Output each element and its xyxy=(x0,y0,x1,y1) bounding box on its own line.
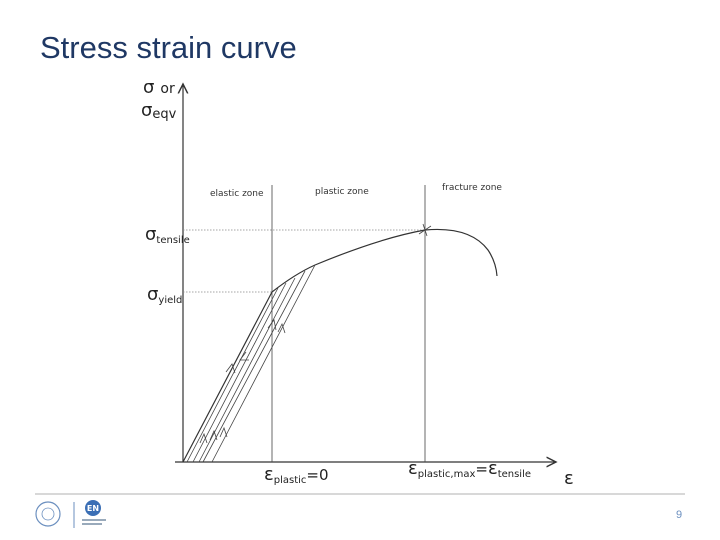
zone-label: elastic zone xyxy=(210,189,264,199)
subscript: yield xyxy=(158,295,182,306)
symbol: σ xyxy=(141,100,152,121)
unloading-lines xyxy=(186,264,316,463)
subscript: tensile xyxy=(498,469,531,480)
subscript: plastic xyxy=(274,475,307,486)
y-axis-label: σeqv xyxy=(141,100,177,122)
logo xyxy=(82,519,106,521)
zone-label: fracture zone xyxy=(442,183,502,193)
stress-strain-curve xyxy=(182,228,498,463)
logo xyxy=(82,523,102,525)
yield-label: σyield xyxy=(147,284,182,306)
logo-text: EN xyxy=(87,504,99,513)
symbol: ε xyxy=(264,464,274,485)
symbol: σ xyxy=(143,77,154,98)
subscript: tensile xyxy=(156,235,189,246)
subscript: eqv xyxy=(152,107,176,122)
logo xyxy=(85,500,101,516)
subscript: plastic,max xyxy=(418,469,476,480)
symbol: σ xyxy=(145,224,156,245)
equals: = xyxy=(475,460,488,478)
strain-label: εplastic,max=εtensile xyxy=(408,458,531,480)
symbol: ε xyxy=(408,458,418,479)
zone-label: plastic zone xyxy=(315,187,369,197)
page-number: 9 xyxy=(676,509,682,521)
symbol: σ xyxy=(147,284,158,305)
x-axis-label: ε xyxy=(564,468,574,489)
slide-title: Stress strain curve xyxy=(40,30,297,65)
symbol: ε xyxy=(488,458,498,479)
logo xyxy=(41,507,55,521)
logo xyxy=(35,501,61,527)
fracture-mark xyxy=(418,223,432,237)
y-axis-label: σ or xyxy=(143,77,175,98)
suffix: =0 xyxy=(306,466,328,484)
tensile-label: σtensile xyxy=(145,224,190,246)
strain-label: εplastic=0 xyxy=(264,464,329,486)
text: or xyxy=(160,81,175,97)
direction-arrows xyxy=(199,319,286,444)
